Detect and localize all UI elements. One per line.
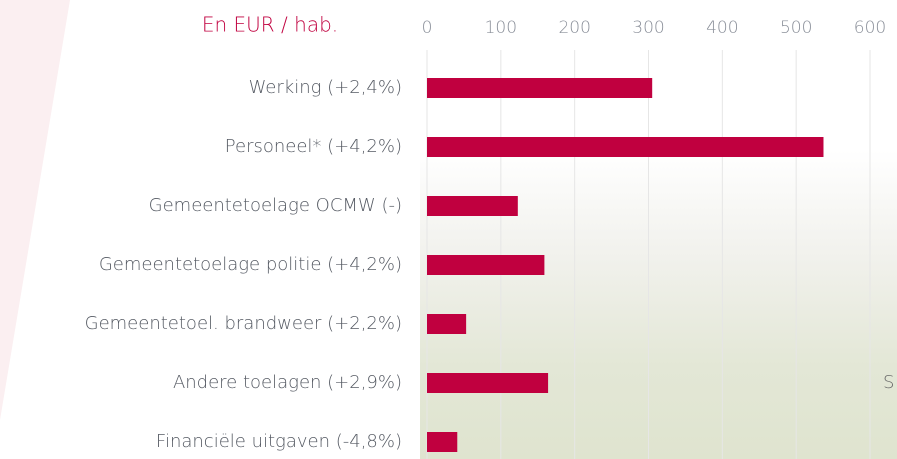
bar bbox=[427, 196, 518, 216]
y-tick-label: Gemeentetoelage OCMW (-) bbox=[149, 195, 402, 216]
x-tick-label: 0 bbox=[422, 18, 433, 38]
y-tick-label: Financiële uitgaven (-4,8%) bbox=[156, 431, 402, 452]
chart-title: En EUR / hab. bbox=[202, 13, 338, 37]
x-tick-label: 300 bbox=[632, 18, 664, 38]
y-tick-label: Personeel* (+4,2%) bbox=[225, 136, 402, 157]
y-tick-label: Andere toelagen (+2,9%) bbox=[173, 372, 402, 393]
bar bbox=[427, 314, 466, 334]
bar bbox=[427, 432, 457, 452]
bar bbox=[427, 78, 652, 98]
x-tick-label: 500 bbox=[780, 18, 812, 38]
annotation: S bbox=[883, 372, 894, 393]
x-tick-label: 200 bbox=[558, 18, 590, 38]
bar bbox=[427, 255, 544, 275]
x-tick-label: 400 bbox=[706, 18, 738, 38]
chart: En EUR / hab. S 0 100 200 300 400 500 600 Werki… bbox=[0, 0, 897, 459]
x-tick-label: 600 bbox=[854, 18, 886, 38]
bar bbox=[427, 373, 548, 393]
bar bbox=[427, 137, 823, 157]
y-tick-label: Gemeentetoelage politie (+4,2%) bbox=[99, 254, 402, 275]
x-tick-label: 100 bbox=[485, 18, 517, 38]
y-tick-label: Werking (+2,4%) bbox=[249, 77, 402, 98]
y-tick-label: Gemeentetoel. brandweer (+2,2%) bbox=[85, 313, 402, 334]
